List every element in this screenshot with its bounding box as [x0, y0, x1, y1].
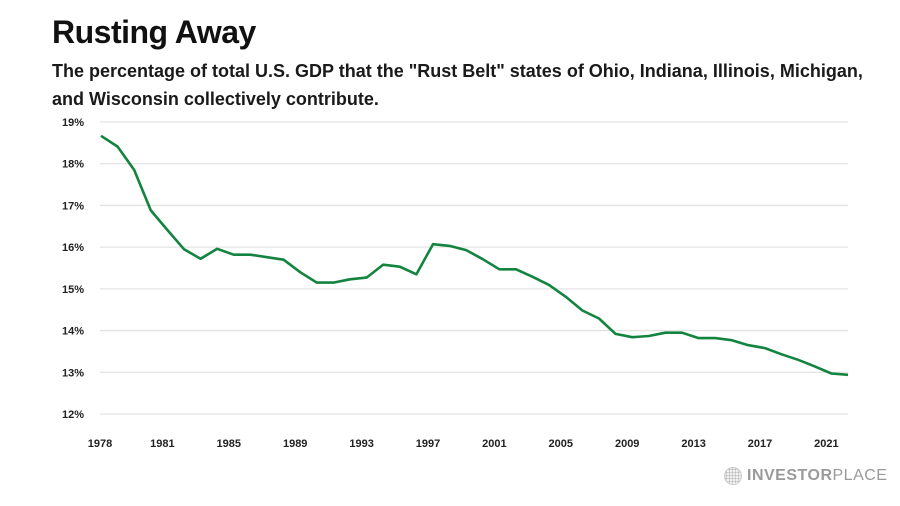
x-tick-label: 1997 [416, 438, 440, 450]
globe-icon [724, 467, 742, 485]
y-tick-label: 18% [62, 159, 84, 171]
x-tick-label: 2021 [814, 438, 838, 450]
x-tick-label: 2009 [615, 438, 639, 450]
x-tick-label: 2013 [681, 438, 705, 450]
x-tick-label: 1985 [217, 438, 241, 450]
page-title: Rusting Away [52, 14, 256, 50]
y-tick-label: 16% [62, 242, 84, 254]
x-tick-label: 1978 [88, 438, 112, 450]
x-tick-label: 1993 [349, 438, 373, 450]
x-tick-label: 2017 [748, 438, 772, 450]
y-tick-label: 13% [62, 367, 84, 379]
y-tick-label: 12% [62, 409, 84, 421]
x-tick-label: 2001 [482, 438, 506, 450]
y-tick-label: 17% [62, 200, 84, 212]
x-tick-label: 2005 [549, 438, 573, 450]
y-tick-label: 15% [62, 284, 84, 296]
series-line [100, 134, 849, 377]
logo-bold: INVESTOR [747, 467, 833, 484]
logo-light: PLACE [832, 467, 888, 484]
x-tick-label: 1989 [283, 438, 307, 450]
page-subtitle: The percentage of total U.S. GDP that th… [52, 61, 863, 109]
x-tick-label: 1981 [150, 438, 174, 450]
y-tick-label: 19% [62, 117, 84, 129]
y-tick-label: 14% [62, 326, 84, 338]
investorplace-logo: INVESTORPLACE [724, 467, 887, 485]
